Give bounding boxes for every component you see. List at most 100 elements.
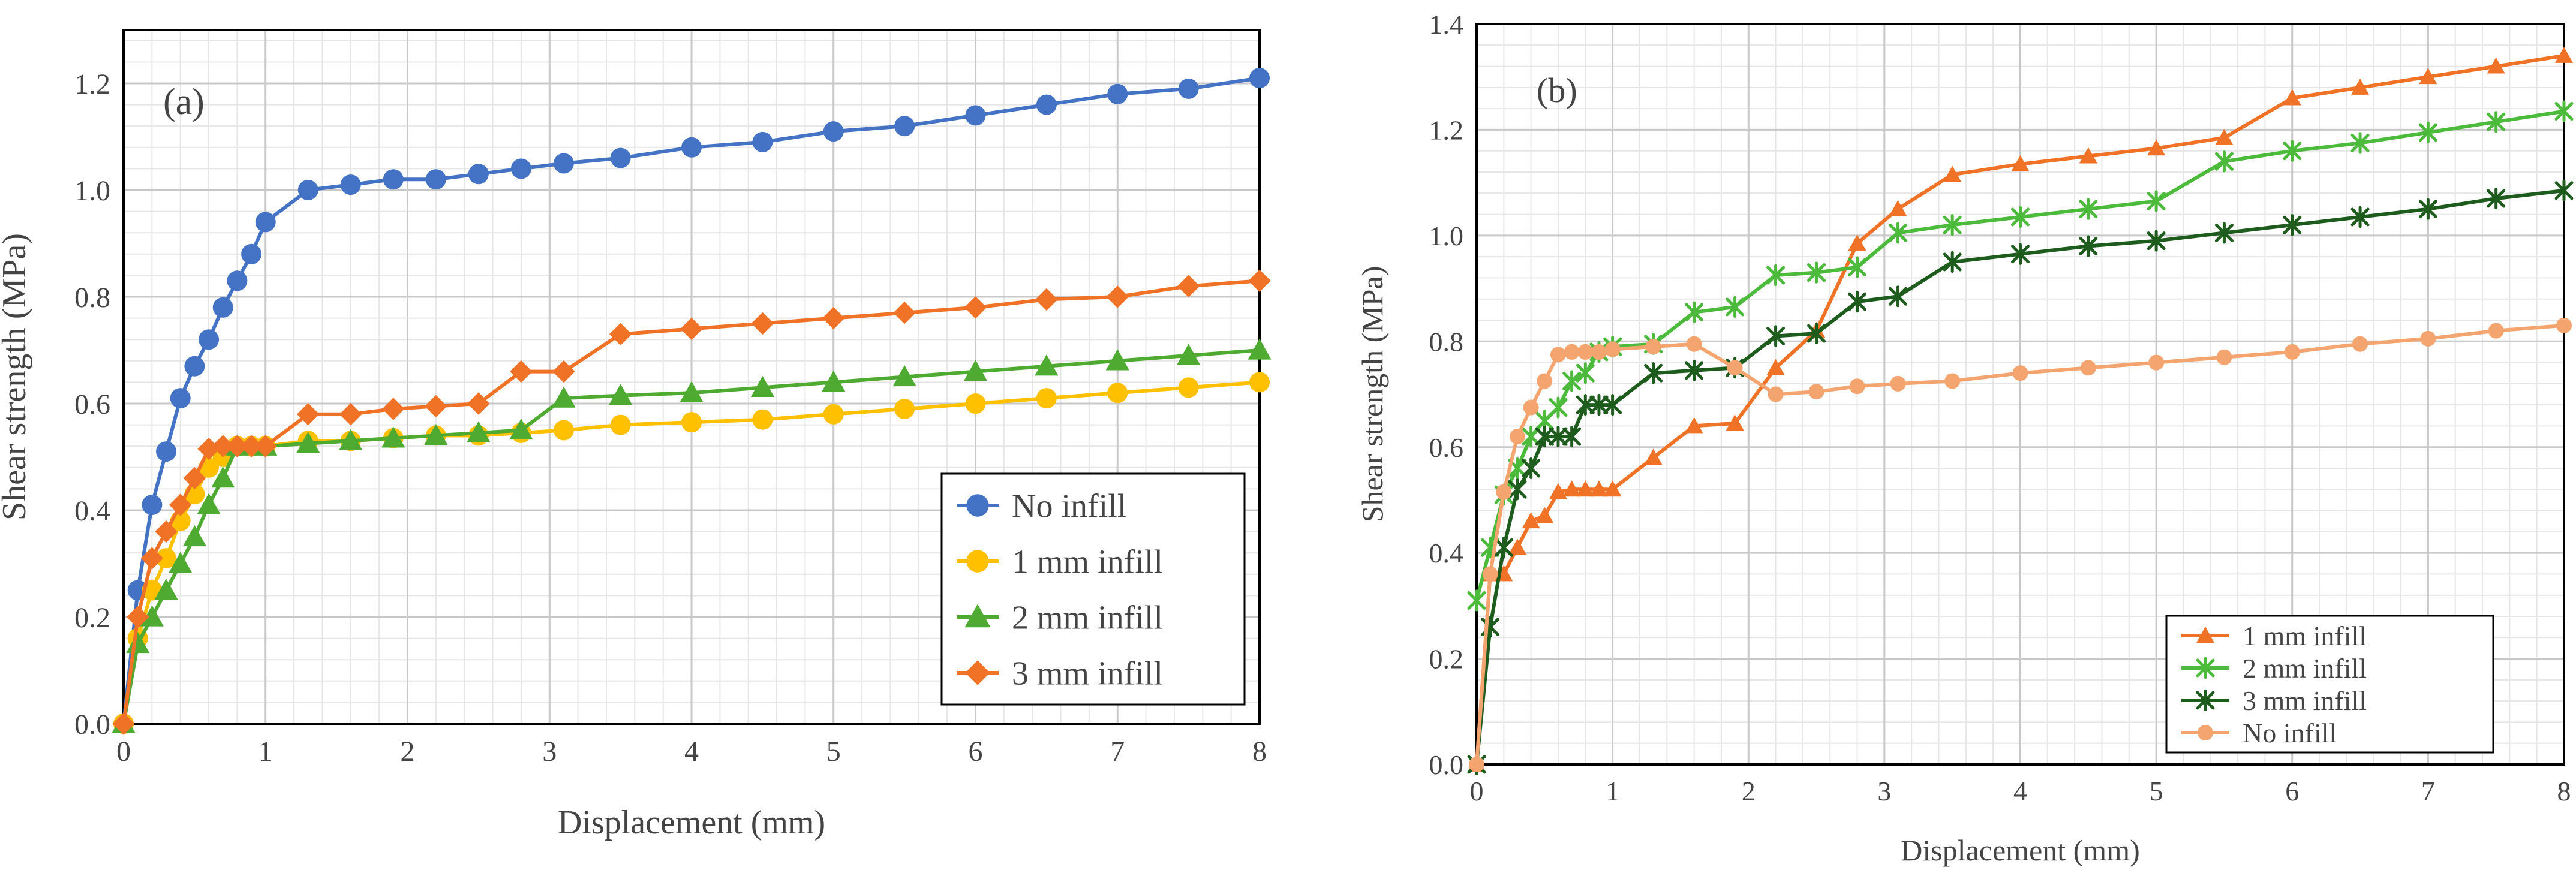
data-point-2-mm-infill [680,381,704,402]
data-point-no-infill [2556,317,2572,333]
data-point-no-infill [1849,378,1865,395]
legend: No infill 1 mm infill 2 mm infill 3 mm infi… [940,472,1246,706]
panel-label: (b) [1537,71,1577,110]
data-point-no-infill [2352,336,2368,352]
data-point-3-mm-infill [2214,222,2234,244]
data-point-3-mm-infill [1522,457,1541,480]
data-point-1-mm-infill [1036,388,1057,409]
panel-a-shear-strength-chart: 0 1 2 3 4 5 6 7 8 0.0 0.2 0.4 0.6 0.8 1.0 1.2 Displaceme… [0,29,1272,841]
x-tick-label: 5 [826,736,841,767]
x-tick-label: 5 [2150,776,2163,806]
data-point-3-mm-infill [212,435,235,457]
data-point-1-mm-infill [2079,147,2097,164]
plot-frame [1475,23,2565,766]
data-point-2-mm-infill [2554,100,2574,122]
data-point-no-infill [1523,399,1539,416]
data-point-1-mm-infill [1590,480,1608,497]
data-point-2-mm-infill [509,418,533,440]
data-point-3-mm-infill [1644,362,1663,384]
y-axis-label: Shear strength (MPa) [1355,266,1389,523]
data-point-no-infill [1550,347,1566,363]
data-point-1-mm-infill [894,398,915,419]
data-point-3-mm-infill [2079,235,2098,257]
data-point-2-mm-infill [339,429,363,450]
data-point-no-infill [2012,365,2028,381]
data-point-1-mm-infill [1685,417,1703,434]
x-tick-label: 1 [258,736,273,767]
data-point-1-mm-infill [1726,414,1744,431]
data-point-2-mm-infill [211,466,235,488]
data-point-2-mm-infill [2079,198,2098,220]
data-point-2-mm-infill [892,365,916,387]
series-line-no-infill [122,76,1260,724]
data-point-3-mm-infill [2418,198,2437,220]
data-point-no-infill [425,169,446,190]
data-point-2-mm-infill [2011,206,2030,228]
data-point-no-infill [199,329,220,350]
series-no-infill [113,68,1270,734]
data-point-2-mm-infill [2214,150,2234,173]
data-point-no-infill [1591,344,1607,360]
data-point-3-mm-infill [510,360,533,383]
data-point-no-infill [1036,94,1057,115]
data-point-2-mm-infill [424,423,448,445]
data-point-no-infill [510,158,531,179]
data-point-3-mm-infill [240,435,263,457]
data-point-no-infill [2148,354,2165,371]
data-point-3-mm-infill [1494,537,1513,559]
data-point-3-mm-infill [339,403,362,426]
data-point-3-mm-infill [1848,291,1867,313]
data-point-2-mm-infill [140,605,164,627]
data-point-2-mm-infill [1105,349,1129,371]
data-point-1-mm-infill [1889,200,1907,216]
y-axis-label: Shear strength (MPa) [0,233,33,520]
y-tick-label: 1.2 [1429,115,1464,146]
data-point-no-infill [894,116,915,137]
data-point-1-mm-infill [2487,57,2505,74]
y-tick-label: 1.4 [1429,9,1464,40]
data-point-no-infill [184,356,205,377]
data-point-1-mm-infill [2351,78,2370,95]
data-point-2-mm-infill [1889,222,1908,244]
data-point-no-infill [1727,360,1743,376]
data-point-3-mm-infill [893,302,916,324]
legend-marker-1-mm-infill [2196,627,2214,643]
data-point-3-mm-infill [183,466,206,490]
data-point-2-mm-infill [2487,111,2506,133]
data-point-3-mm-infill [382,398,405,420]
data-point-no-infill [1645,339,1661,355]
data-point-no-infill [340,174,361,195]
legend-label-1-mm-infill: 1 mm infill [1012,544,1163,581]
series-line-3-mm-infill [122,279,1260,724]
data-point-2-mm-infill [2350,132,2370,154]
data-point-3-mm-infill [1603,394,1622,416]
data-point-1-mm-infill [1943,165,1962,182]
y-tick-label: 0.0 [74,709,110,740]
data-point-3-mm-infill [822,306,845,330]
x-tick-label: 7 [1110,736,1125,767]
data-point-no-infill [1107,83,1128,104]
data-point-no-infill [227,270,248,291]
data-point-no-infill [1686,336,1702,352]
legend-label-no-infill: No infill [2243,718,2337,748]
data-point-no-infill [1178,78,1199,99]
y-tick-label: 0.4 [1429,538,1464,568]
data-point-3-mm-infill [2147,230,2166,252]
data-point-no-infill [681,137,702,158]
series-1-mm-infill [1468,46,2573,772]
legend-marker-1-mm-infill [966,550,989,573]
data-point-3-mm-infill [1943,251,1962,273]
x-tick-label: 0 [116,736,131,767]
data-point-2-mm-infill [822,370,846,392]
data-point-3-mm-infill [1766,325,1786,347]
data-point-2-mm-infill [1943,214,1962,236]
data-point-3-mm-infill [155,520,178,543]
data-point-2-mm-infill [197,493,221,514]
data-point-3-mm-infill [297,403,320,426]
data-point-no-infill [170,388,191,409]
data-point-no-infill [2080,360,2096,376]
data-point-3-mm-infill [1589,394,1609,416]
data-point-3-mm-infill [2283,214,2302,236]
data-point-2-mm-infill [169,552,193,573]
